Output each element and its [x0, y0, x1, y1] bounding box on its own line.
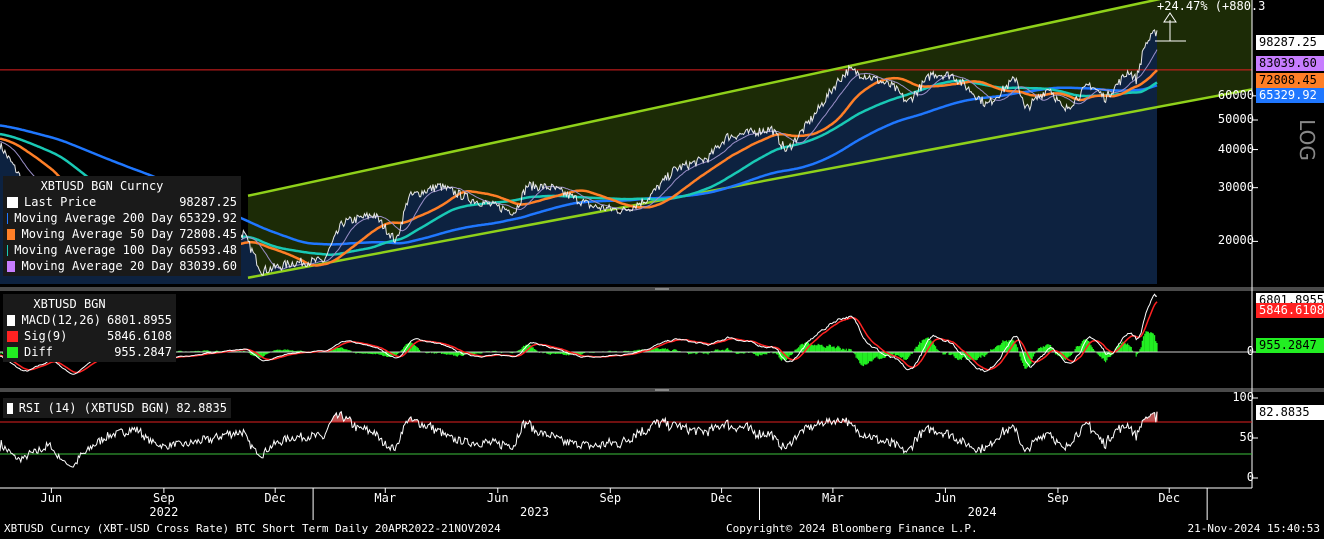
macd-legend-swatch [7, 314, 16, 326]
macd-legend-label: MACD(12,26) [21, 313, 101, 327]
macd-legend-swatch [7, 330, 18, 342]
macd-legend-title: XBTUSD BGN [33, 297, 106, 311]
price-y-tick-label: 20000 [1217, 233, 1254, 248]
x-month-label: Dec [1158, 491, 1180, 505]
price-legend-swatch [7, 196, 18, 208]
price-legend-label: Moving Average 20 Day [21, 259, 174, 273]
x-year-label: 2022 [149, 505, 178, 519]
price-legend-item: Moving Average 100 Day 66593.48 [7, 242, 237, 258]
x-month-label: Jun [935, 491, 957, 505]
macd-legend-item: MACD(12,26) 6801.8955 [7, 312, 172, 328]
price-legend-value: 98287.25 [179, 195, 237, 209]
price-legend-label: Moving Average 50 Day [21, 227, 174, 241]
rsi-legend-item: RSI (14) (XBTUSD BGN) 82.8835 [7, 400, 227, 416]
macd-legend: XBTUSD BGN MACD(12,26) 6801.8955 Sig(9) 584… [3, 294, 176, 362]
rsi-value-tag: 82.8835 [1256, 405, 1324, 420]
price-y-tick-label: 40000 [1217, 141, 1254, 156]
x-year-label: 2023 [520, 505, 549, 519]
x-month-label: Dec [711, 491, 733, 505]
price-legend-swatch [7, 212, 9, 224]
price-y-tick-label: 50000 [1217, 111, 1254, 126]
channel-upper-line [247, 0, 1162, 197]
rsi-y-tick-label: 0 [1246, 470, 1254, 484]
macd-legend-label: Sig(9) [24, 329, 68, 343]
price-legend-item: Last Price 98287.25 [7, 194, 237, 210]
panel-splitter-handle [655, 389, 669, 391]
rsi-overbought-fill [330, 411, 1158, 422]
percent-change-annotation: +24.47% (+880.3 [1157, 0, 1266, 13]
macd-legend-value: 955.2847 [114, 345, 172, 359]
price-value-tag: 72808.45 [1256, 73, 1324, 88]
x-month-label: Sep [153, 491, 175, 505]
price-legend-item: Moving Average 200 Day 65329.92 [7, 210, 237, 226]
x-month-label: Sep [599, 491, 621, 505]
rsi-y-tick-label: 50 [1239, 430, 1254, 444]
rsi-y-tick-label: 100 [1232, 390, 1254, 404]
x-month-label: Mar [822, 491, 844, 505]
price-value-tag: 83039.60 [1256, 56, 1324, 71]
rsi-line [0, 410, 1158, 468]
macd-legend-label: Diff [24, 345, 53, 359]
price-legend-item: Moving Average 50 Day 72808.45 [7, 226, 237, 242]
price-legend-label: Moving Average 200 Day [14, 211, 174, 225]
price-legend-title: XBTUSD BGN Curncy [40, 179, 164, 193]
channel-lower-line [247, 88, 1253, 279]
annotation-arrow [1163, 12, 1177, 23]
x-year-label: 2024 [968, 505, 997, 519]
x-month-label: Sep [1047, 491, 1069, 505]
macd-value-tag: 955.2847 [1256, 338, 1324, 353]
price-legend-label: Moving Average 100 Day [14, 243, 174, 257]
price-legend-swatch [7, 260, 16, 272]
macd-y-tick-label: 0 [1246, 344, 1254, 358]
price-legend-value: 72808.45 [179, 227, 237, 241]
price-legend-item: Moving Average 20 Day 83039.60 [7, 258, 237, 274]
price-legend-value: 83039.60 [179, 259, 237, 273]
price-y-tick-label: 30000 [1217, 179, 1254, 194]
footer-description: XBTUSD Curncy (XBT-USD Cross Rate) BTC S… [4, 522, 501, 535]
price-y-tick-label: 60000 [1217, 87, 1254, 102]
price-area [0, 29, 1157, 285]
x-month-label: Mar [374, 491, 396, 505]
x-month-label: Jun [41, 491, 63, 505]
footer-timestamp: 21-Nov-2024 15:40:53 [1187, 522, 1320, 535]
price-legend-swatch [7, 244, 9, 256]
x-month-label: Jun [487, 491, 509, 505]
price-legend-value: 66593.48 [179, 243, 237, 257]
panel-splitter-handle [655, 288, 669, 290]
price-legend-label: Last Price [24, 195, 97, 209]
x-month-label: Dec [264, 491, 286, 505]
price-legend: XBTUSD BGN Curncy Last Price 98287.25 Movi… [3, 176, 241, 276]
rsi-legend-swatch [7, 402, 13, 414]
macd-value-tag: 5846.6108 [1256, 303, 1324, 318]
macd-legend-value: 5846.6108 [106, 329, 172, 343]
macd-line [0, 293, 1158, 375]
price-legend-value: 65329.92 [179, 211, 237, 225]
macd-legend-item: Diff 955.2847 [7, 344, 172, 360]
footer-copyright: Copyright© 2024 Bloomberg Finance L.P. [726, 522, 978, 535]
rsi-legend-label: RSI (14) (XBTUSD BGN) [18, 401, 171, 415]
price-value-tag: 65329.92 [1256, 88, 1324, 103]
rsi-legend: RSI (14) (XBTUSD BGN) 82.8835 [3, 398, 231, 418]
log-scale-label: LOG [1295, 119, 1319, 161]
rsi-legend-value: 82.8835 [176, 401, 227, 415]
price-legend-swatch [7, 228, 16, 240]
macd-legend-swatch [7, 346, 18, 358]
price-value-tag: 98287.25 [1256, 35, 1324, 50]
macd-legend-item: Sig(9) 5846.6108 [7, 328, 172, 344]
macd-legend-value: 6801.8955 [106, 313, 172, 327]
